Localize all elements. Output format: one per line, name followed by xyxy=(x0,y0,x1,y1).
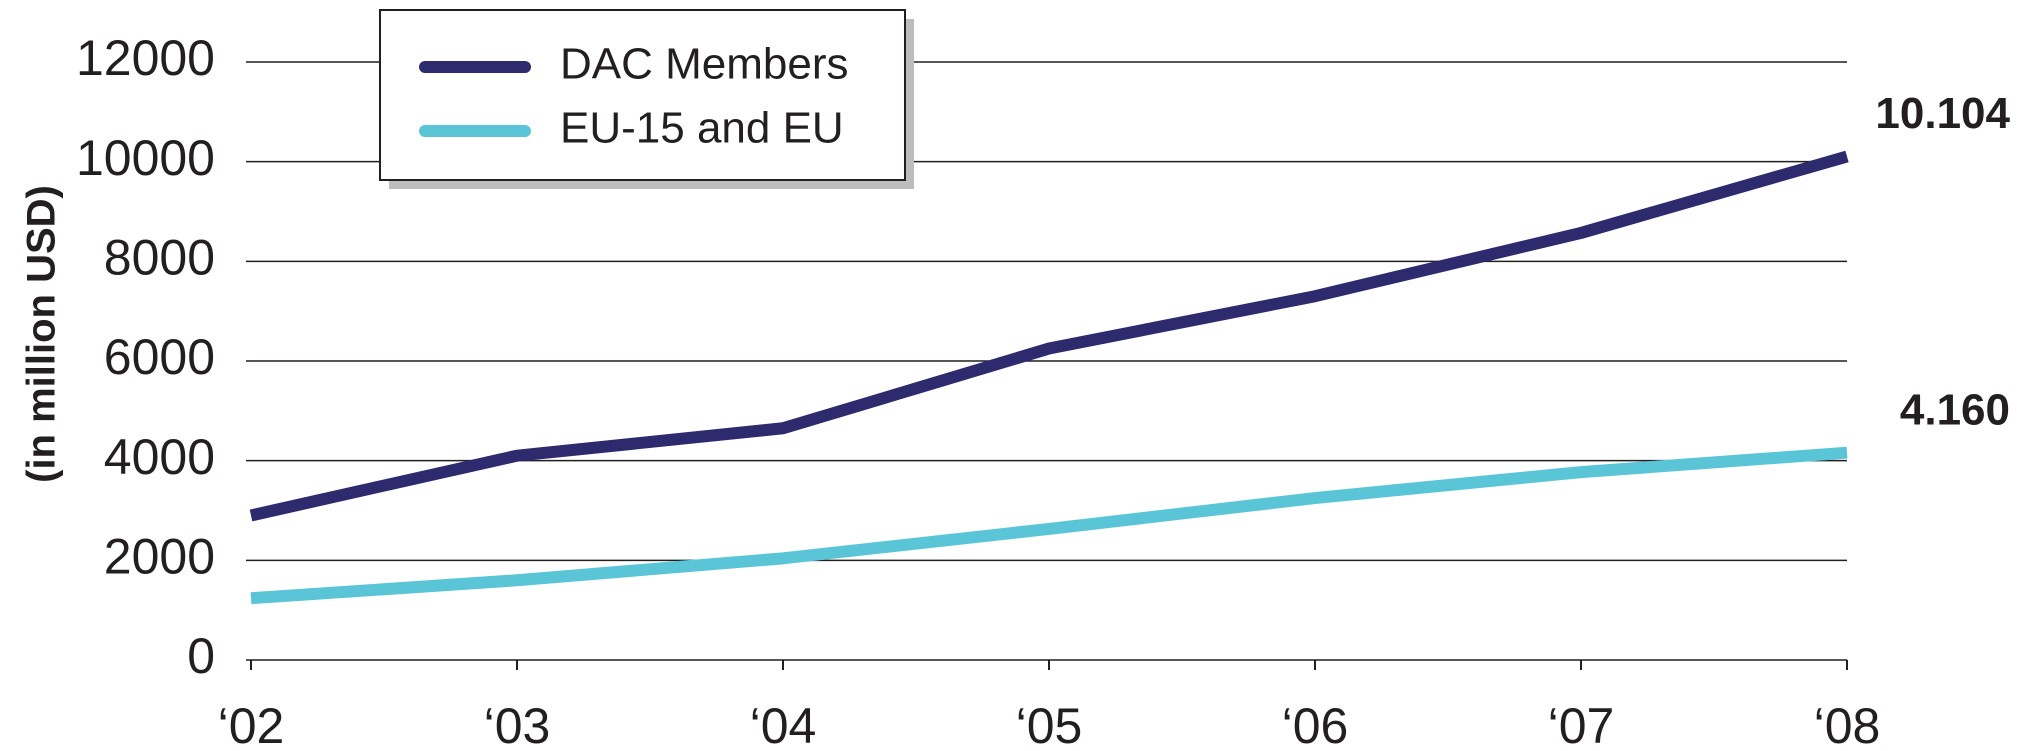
x-tick-label: ‘06 xyxy=(1282,698,1349,751)
y-tick-label: 6000 xyxy=(104,329,215,385)
value-label: 10.104 xyxy=(1875,89,2010,138)
legend-box xyxy=(379,9,906,181)
y-tick-label: 12000 xyxy=(76,30,215,86)
y-tick-label: 4000 xyxy=(104,429,215,485)
legend-label: EU-15 and EU xyxy=(560,104,844,153)
legend: DAC Members EU-15 and EU xyxy=(379,9,914,189)
x-tick-label: ‘05 xyxy=(1016,698,1083,751)
y-tick-label: 2000 xyxy=(104,529,215,585)
legend-label: DAC Members xyxy=(560,40,849,89)
x-tick-label: ‘04 xyxy=(750,698,817,751)
y-tick-label: 10000 xyxy=(76,130,215,186)
y-axis-label: (in million USD) xyxy=(20,185,64,483)
y-tick-label: 0 xyxy=(187,628,215,684)
y-tick-label: 8000 xyxy=(104,230,215,286)
x-tick-label: ‘03 xyxy=(484,698,551,751)
value-label: 4.160 xyxy=(1900,385,2010,434)
x-tick-label: ‘02 xyxy=(218,698,285,751)
series-line xyxy=(249,150,1849,522)
x-tick-label: ‘07 xyxy=(1548,698,1615,751)
x-tick-label: ‘08 xyxy=(1814,698,1881,751)
series-line xyxy=(250,446,1848,605)
